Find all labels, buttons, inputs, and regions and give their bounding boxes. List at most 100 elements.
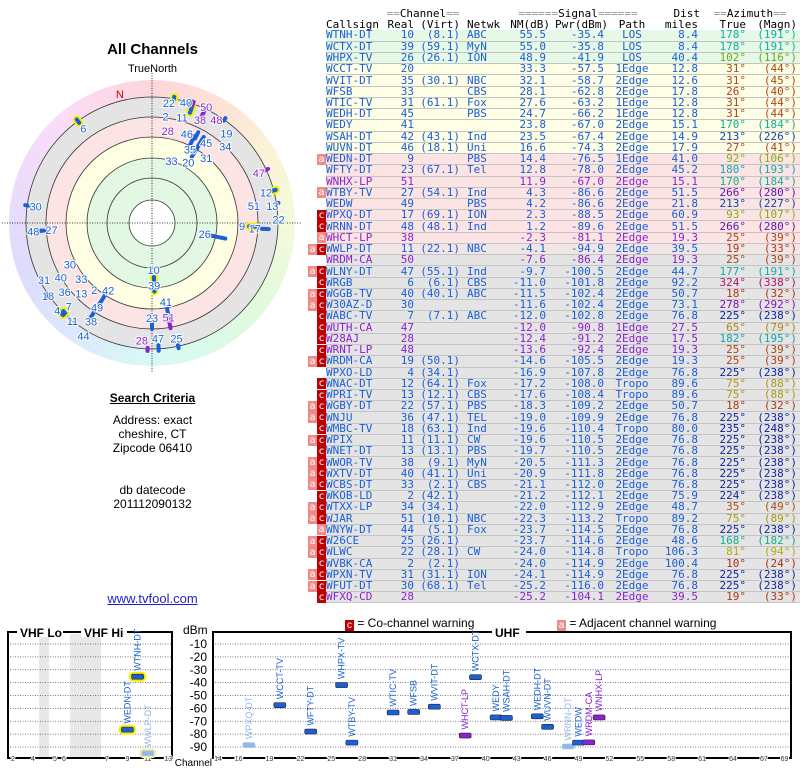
callsign[interactable]: WTIC-TV (326, 97, 382, 110)
station-row[interactable]: a WNYW-DT 44 (5.1) Fox -23.7 -114.5 2Edge 76.8 22… (305, 524, 800, 537)
callsign[interactable]: WEDY (326, 119, 382, 132)
callsign[interactable]: WUTH-CA (326, 322, 382, 334)
callsign[interactable]: WNET-DT (326, 445, 382, 458)
callsign[interactable]: WCTX-DT (326, 41, 382, 53)
col-nm[interactable]: NM(dB) (510, 19, 550, 30)
callsign[interactable]: W26CE (326, 535, 382, 548)
callsign[interactable]: WPXN-TV (326, 569, 382, 581)
station-row[interactable]: a c WJAR 51 (10.1) NBC -22.3 -113.2 Tropo 89.2 75°… (305, 513, 800, 525)
callsign[interactable]: W30AZ-D (326, 299, 382, 312)
station-row[interactable]: c W28AJ 28 -12.4 -91.2 2Edge 17.5 182° (195°) (305, 333, 800, 346)
callsign[interactable]: WMBC-TV (326, 423, 382, 435)
station-row[interactable]: a c WLNY-DT 47 (55.1) Ind -9.7 -100.5 2Edge 44.7 1… (305, 265, 800, 278)
station-row[interactable]: WEDY 41 23.8 -67.0 2Edge 15.1 170° (184°) (305, 119, 800, 132)
callsign[interactable]: WJAR (326, 513, 382, 525)
callsign[interactable]: WABC-TV (326, 310, 382, 323)
station-row[interactable]: c WABC-TV 7 (7.1) ABC -12.0 -102.8 2Edge 76.8 225… (305, 310, 800, 323)
station-row[interactable]: c WRNN-DT 48 (48.1) Ind 1.2 -89.6 2Edge 51.5 266°… (305, 220, 800, 233)
station-row[interactable]: a c WNJU 36 (47.1) TEL -19.0 -109.9 2Edge 76.8 225… (305, 411, 800, 424)
callsign[interactable]: WVBK-CA (326, 558, 382, 570)
station-row[interactable]: a c WTXX-LP 34 (34.1) -22.0 -112.9 2Edge 48.7 35°… (305, 501, 800, 514)
station-row[interactable]: WTIC-TV 31 (61.1) Fox 27.6 -63.2 1Edge 12.8 31°(… (305, 97, 800, 110)
station-row[interactable]: WHPX-TV 26 (26.1) ION 48.9 -41.9 LOS 40.4 102° (1… (305, 52, 800, 65)
station-row[interactable]: a c WLWC 22 (28.1) CW -24.0 -114.8 Tropo 106.3 81°… (305, 546, 800, 559)
callsign[interactable]: WEDW (326, 198, 382, 211)
station-row[interactable]: WTNH-DT 10 (8.1) ABC 55.5 -35.4 LOS 8.4 178° (191… (305, 30, 800, 42)
station-row[interactable]: c WPXQ-DT 17 (69.1) ION 2.3 -88.5 2Edge 60.9 93°(… (305, 209, 800, 222)
callsign[interactable]: WSAH-DT (326, 131, 382, 143)
callsign[interactable]: WWLP-DT (326, 243, 382, 256)
station-row[interactable]: WFSB 33 CBS 28.1 -62.8 2Edge 17.8 26° (40°) (305, 86, 800, 98)
callsign[interactable]: WTBY-TV (326, 187, 382, 200)
callsign[interactable]: WGGB-TV (326, 288, 382, 301)
callsign[interactable]: WLNY-DT (326, 265, 382, 278)
station-row[interactable]: WRDM-CA 50 -7.6 -86.4 2Edge 19.3 25° (39°) (305, 254, 800, 267)
callsign[interactable]: WPXO-LD (326, 367, 382, 379)
callsign[interactable]: WRGB (326, 277, 382, 289)
callsign[interactable]: WEDN-DT (326, 153, 382, 166)
callsign[interactable]: WWOR-TV (326, 456, 382, 469)
station-row[interactable]: WCTX-DT 39 (59.1) MyN 55.0 -35.8 LOS 8.4 178° (19… (305, 41, 800, 53)
station-row[interactable]: a WEDN-DT 9 PBS 14.4 -76.5 1Edge 41.0 92° (106°) (305, 153, 800, 166)
station-row[interactable]: c WNET-DT 13 (13.1) PBS -19.7 -110.5 2Edge 76.8 2… (305, 445, 800, 458)
col-virt[interactable]: (Virt) (420, 19, 460, 30)
station-row[interactable]: a c WXTV-DT 40 (41.1) Uni -20.9 -111.8 2Edge 76.8… (305, 468, 800, 480)
callsign[interactable]: WHCT-LP (326, 232, 382, 244)
station-row[interactable]: WCCT-TV 20 33.3 -57.5 1Edge 12.8 31° (44°) (305, 63, 800, 76)
callsign[interactable]: WCBS-DT (326, 479, 382, 492)
callsign[interactable]: WNJU (326, 411, 382, 424)
callsign[interactable]: WNHX-LP (326, 176, 382, 188)
callsign[interactable]: WLWC (326, 546, 382, 559)
col-callsign[interactable]: Callsign (326, 19, 379, 30)
station-row[interactable]: c WMBC-TV 18 (63.1) Ind -19.6 -110.4 Tropo 80.0 2… (305, 423, 800, 435)
station-row[interactable]: WEDH-DT 45 PBS 24.7 -66.2 1Edge 12.8 31° (44°) (305, 108, 800, 121)
col-network[interactable]: Netwk (467, 19, 501, 30)
station-row[interactable]: c WPRI-TV 13 (12.1) CBS -17.6 -108.4 Tropo 89.6 7… (305, 389, 800, 402)
station-row[interactable]: a c WCBS-DT 33 (2.1) CBS -21.1 -112.0 2Edge 76.8 2… (305, 479, 800, 492)
col-path[interactable]: Path (618, 19, 646, 30)
station-row[interactable]: WNHX-LP 51 11.9 -67.0 2Edge 15.1 170° (184°) (305, 176, 800, 188)
callsign[interactable]: WRNN-DT (326, 220, 382, 233)
callsign[interactable]: WGBY-DT (326, 400, 382, 413)
station-row[interactable]: a c WPIX 11 (11.1) CW -19.6 -110.5 2Edge 76.8 225°… (305, 434, 800, 447)
col-miles[interactable]: miles (664, 19, 698, 30)
station-row[interactable]: a c W30AZ-D 30 -11.6 -102.4 2Edge 73.1 278° (292°… (305, 299, 800, 312)
station-row[interactable]: a c WPXN-TV 31 (31.1) ION -24.1 -114.9 2Edge 76.8… (305, 569, 800, 581)
station-row[interactable]: c WFXQ-CD 28 -25.2 -104.1 2Edge 39.5 19° (33°) (305, 591, 800, 604)
station-row[interactable]: c WRGB 6 (6.1) CBS -11.0 -101.8 2Edge 92.2 324° (3… (305, 277, 800, 289)
callsign[interactable]: WFXQ-CD (326, 591, 382, 604)
station-row[interactable]: a c WWLP-DT 11 (22.1) NBC -4.1 -94.9 2Edge 39.5 19… (305, 243, 800, 256)
station-row[interactable]: a c WGBY-DT 22 (57.1) PBS -18.3 -109.2 2Edge 50.7… (305, 400, 800, 413)
callsign[interactable]: W28AJ (326, 333, 382, 346)
station-row[interactable]: WUVN-DT 46 (18.1) Uni 16.6 -74.3 2Edge 17.9 27°(… (305, 142, 800, 155)
station-row[interactable]: c WNAC-DT 12 (64.1) Fox -17.2 -108.0 Tropo 89.6 7… (305, 378, 800, 391)
callsign[interactable]: WRDM-CA (326, 254, 382, 267)
callsign[interactable]: WFUT-DT (326, 580, 382, 593)
callsign[interactable]: WPXQ-DT (326, 209, 382, 222)
callsign[interactable]: WEDH-DT (326, 108, 382, 121)
station-row[interactable]: c WUTH-CA 47 -12.0 -90.8 1Edge 27.5 65° (79°) (305, 322, 800, 334)
station-row[interactable]: WSAH-DT 42 (43.1) Ind 23.5 -67.4 2Edge 14.9 213°… (305, 131, 800, 143)
station-row[interactable]: c WVBK-CA 2 (2.1) -24.0 -114.9 2Edge 100.4 10° (2… (305, 558, 800, 570)
callsign[interactable]: WTNH-DT (326, 30, 382, 42)
station-row[interactable]: a c WFUT-DT 30 (68.1) Tel -25.2 -116.0 2Edge 76.8… (305, 580, 800, 593)
station-row[interactable]: c WKOB-LD 2 (42.1) -21.2 -112.1 2Edge 75.9 224°(… (305, 490, 800, 503)
callsign[interactable]: WVIT-DT (326, 74, 382, 87)
callsign[interactable]: WRNT-LP (326, 344, 382, 357)
callsign[interactable]: WCCT-TV (326, 63, 382, 76)
callsign[interactable]: WFTY-DT (326, 164, 382, 177)
station-row[interactable]: WVIT-DT 35 (30.1) NBC 32.1 -58.7 2Edge 12.6 31°(… (305, 74, 800, 87)
callsign[interactable]: WNAC-DT (326, 378, 382, 391)
station-row[interactable]: c WRNT-LP 48 -13.6 -92.4 2Edge 19.3 25° (39°) (305, 344, 800, 357)
col-true[interactable]: True (719, 19, 747, 30)
callsign[interactable]: WXTV-DT (326, 468, 382, 480)
callsign[interactable]: WHPX-TV (326, 52, 382, 65)
callsign[interactable]: WPRI-TV (326, 389, 382, 402)
tvfool-link[interactable]: www.tvfool.com (107, 591, 198, 606)
station-row[interactable]: a c WGGB-TV 40 (40.1) ABC -11.5 -102.4 2Edge 50.7… (305, 288, 800, 301)
station-row[interactable]: WPXO-LD 4 (34.1) -16.9 -107.8 2Edge 76.8 225° (2… (305, 367, 800, 379)
callsign[interactable]: WFSB (326, 86, 382, 98)
col-real[interactable]: Real (387, 19, 415, 30)
col-pwr[interactable]: Pwr(dBm) (555, 19, 608, 30)
station-row[interactable]: a WHCT-LP 38 -2.3 -81.1 2Edge 19.3 25° (39°) (305, 232, 800, 244)
